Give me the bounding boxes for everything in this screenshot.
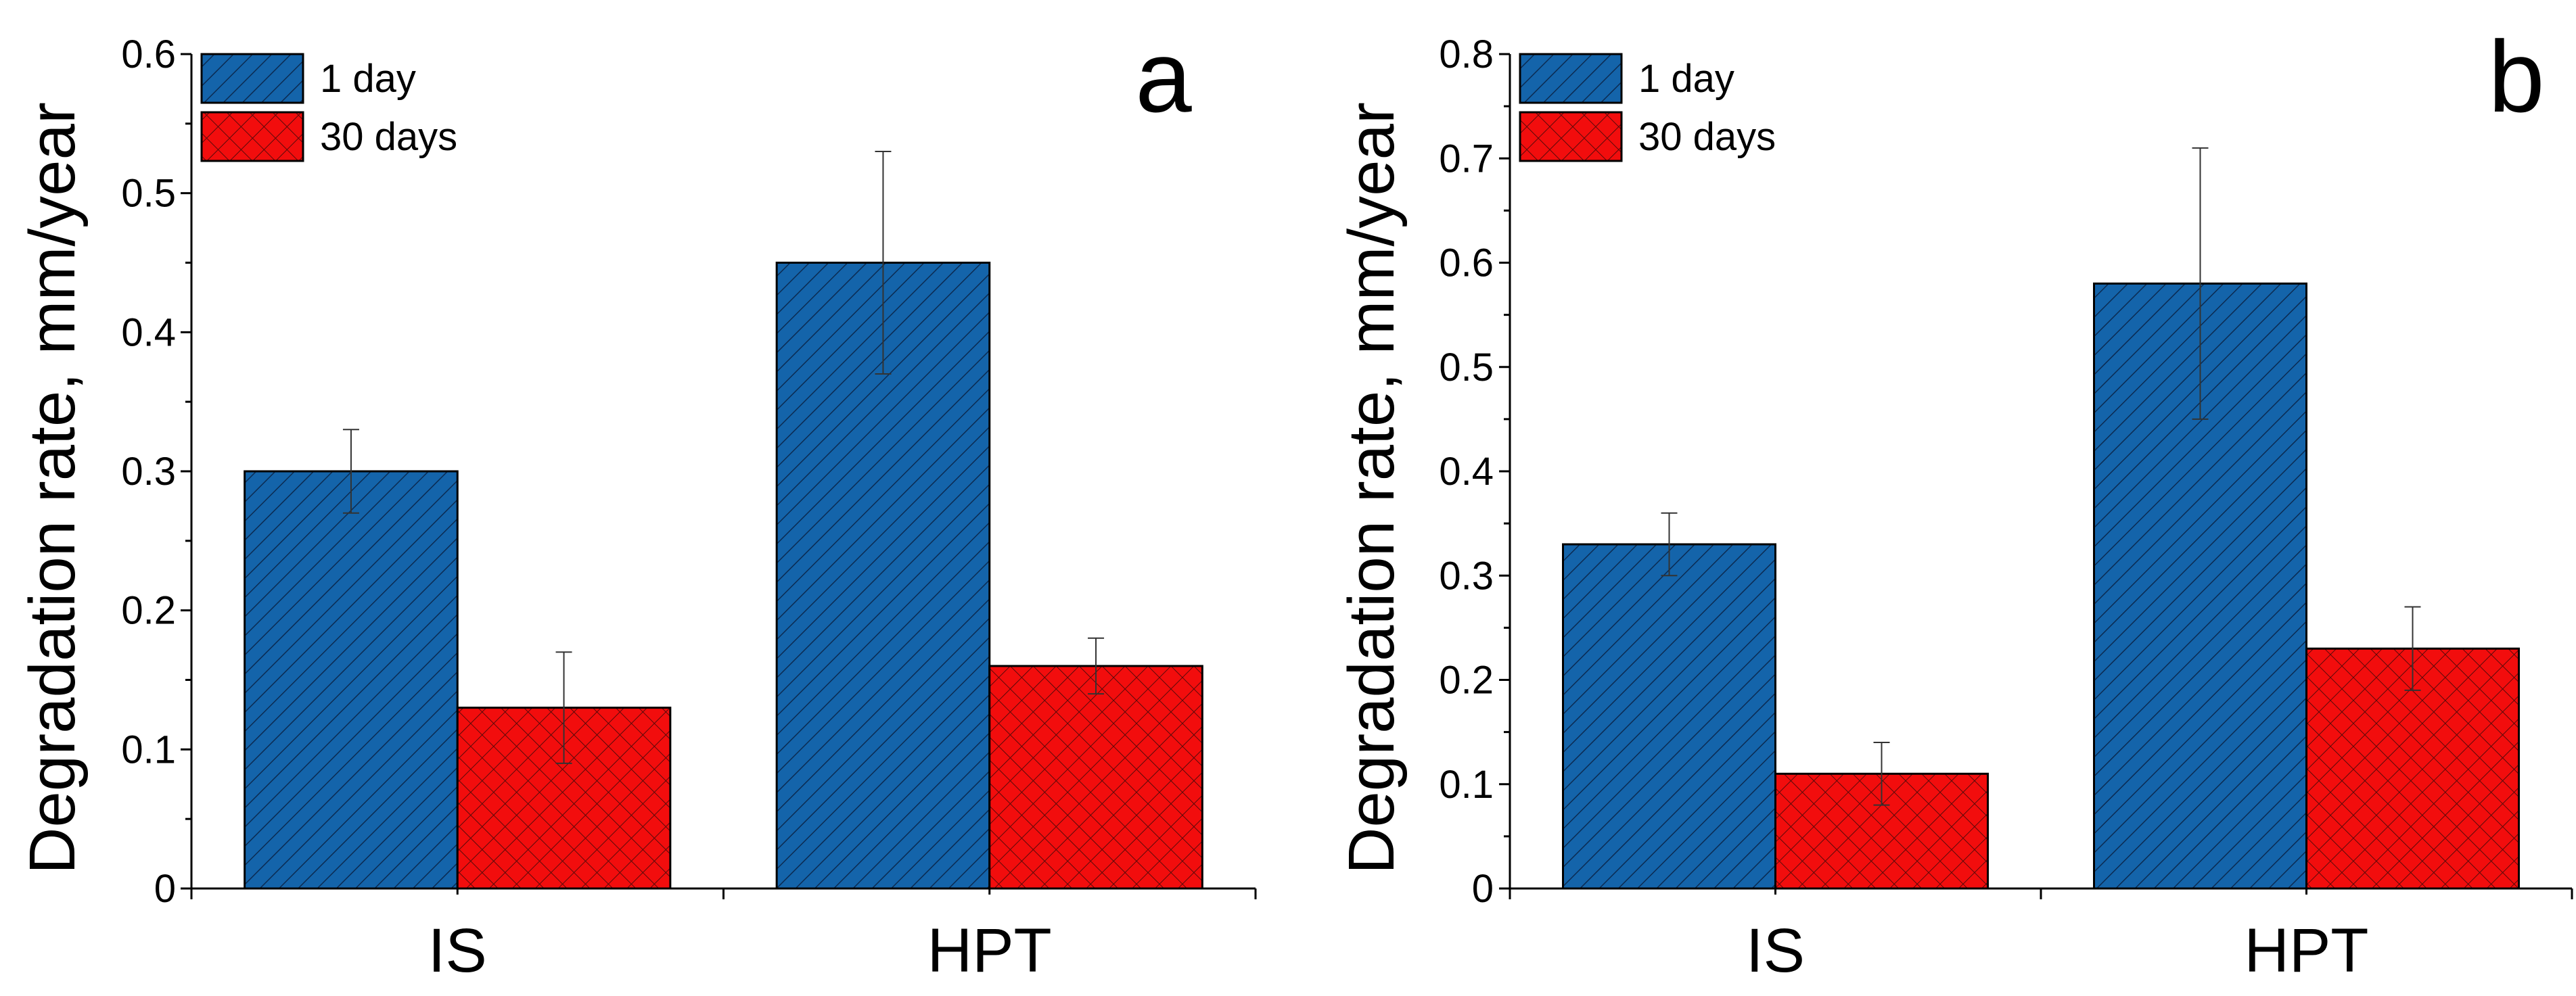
y-tick-label: 0.2	[1439, 659, 1494, 703]
x-tick-label: IS	[428, 916, 487, 985]
panel-label: a	[1135, 20, 1192, 133]
y-tick-label: 0.1	[1439, 763, 1494, 807]
legend-label-1day: 1 day	[320, 57, 416, 101]
bar-a-is-1day	[244, 470, 459, 890]
y-tick-label: 0.2	[121, 589, 176, 633]
y-tick-label: 0.4	[1439, 450, 1494, 494]
y-tick-label: 0	[1472, 867, 1494, 911]
x-tick-label: HPT	[927, 916, 1052, 985]
y-tick-label: 0.5	[1439, 346, 1494, 389]
legend-label-30days: 30 days	[1638, 115, 1776, 159]
y-tick-label: 0	[154, 867, 176, 911]
bar-a-hpt-30days	[988, 665, 1203, 890]
y-axis-title: Degradation rate, mm/year	[1335, 102, 1408, 874]
y-tick-label: 0.1	[121, 728, 176, 772]
legend-label-30days: 30 days	[320, 115, 457, 159]
y-tick-label: 0.6	[1439, 241, 1494, 285]
y-axis-title: Degradation rate, mm/year	[16, 102, 89, 874]
chart-panel-a: 0 0.1 0.2 0.3 0.4 0.5 0.6 IS HPT Degradation rate…	[16, 20, 1257, 985]
legend-swatch-1day	[1519, 53, 1623, 104]
bar-b-is-1day	[1562, 543, 1776, 890]
y-tick-label: 0.3	[121, 450, 176, 494]
y-tick-label: 0.4	[121, 310, 176, 354]
y-tick-label: 0.6	[121, 32, 176, 76]
y-tick-label: 0.3	[1439, 554, 1494, 598]
y-tick-label: 0.7	[1439, 137, 1494, 181]
y-tick-label: 0.8	[1439, 32, 1494, 76]
legend-swatch-30days	[1519, 111, 1623, 162]
y-tick-label: 0.5	[121, 172, 176, 216]
legend-swatch-30days	[200, 111, 304, 162]
legend-label-1day: 1 day	[1638, 57, 1734, 101]
chart-panel-b: 0 0.1 0.2 0.3 0.4 0.5 0.6 0.7 0.8 IS HPT Degradatio…	[1335, 20, 2573, 985]
panel-label: b	[2488, 20, 2544, 133]
x-tick-label: HPT	[2245, 916, 2369, 985]
x-tick-label: IS	[1746, 916, 1805, 985]
legend-swatch-1day	[200, 53, 304, 104]
